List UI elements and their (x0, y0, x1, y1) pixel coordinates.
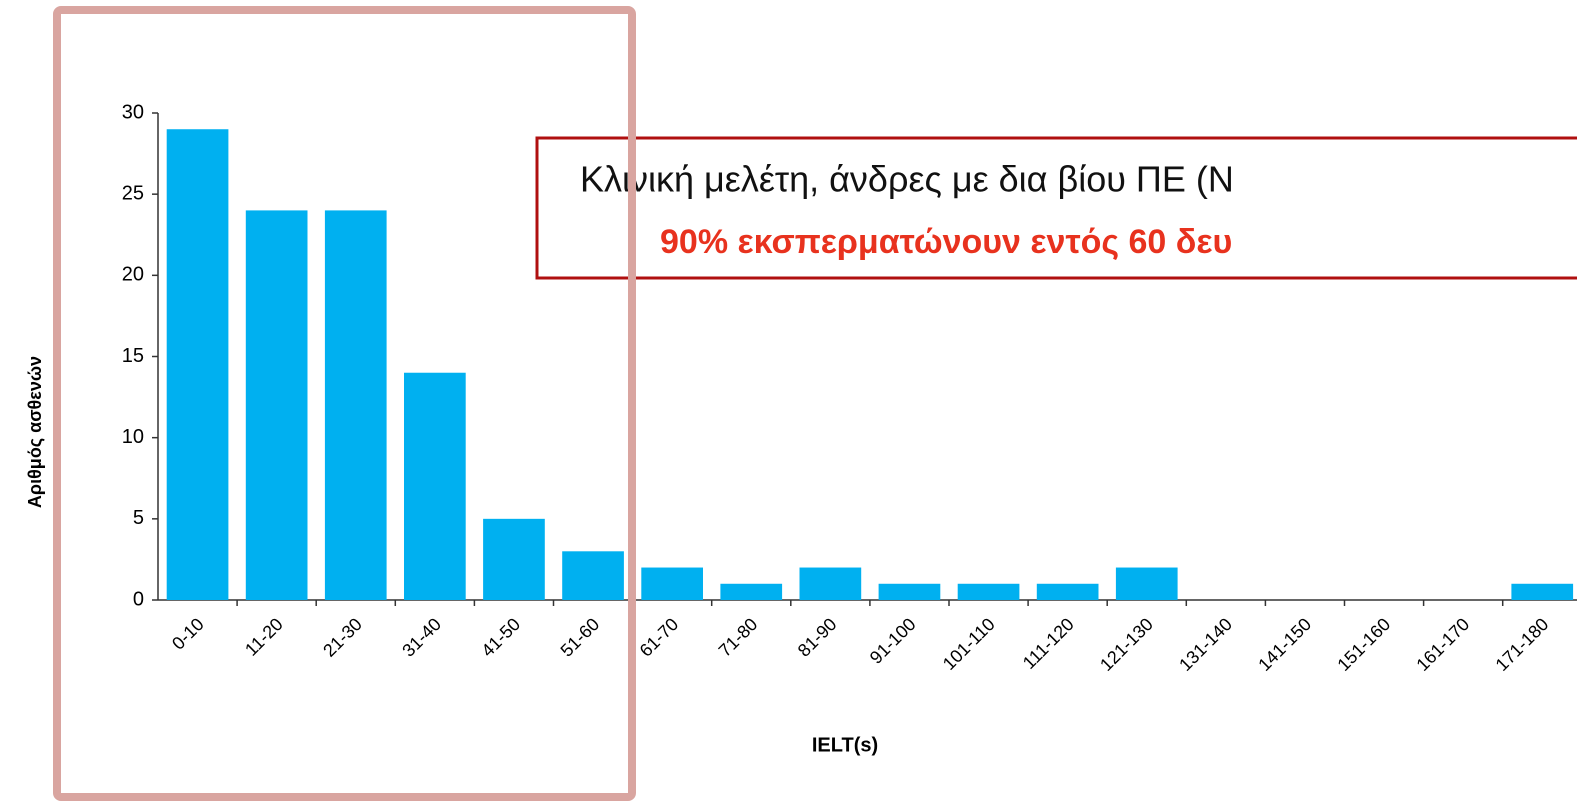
x-tick-label: 171-180 (1492, 614, 1553, 675)
x-tick-label: 81-90 (794, 614, 841, 661)
bar (404, 372, 466, 600)
x-tick-label: 51-60 (557, 614, 604, 661)
x-tick-label: 11-20 (241, 614, 287, 660)
highlight-frame (53, 6, 636, 801)
x-tick-label: 121-130 (1096, 614, 1157, 675)
bar (641, 567, 703, 600)
y-axis-label: Αριθμός ασθενών (25, 356, 45, 508)
y-tick-label: 30 (122, 101, 144, 123)
x-tick-label: 161-170 (1412, 614, 1473, 675)
bar (720, 583, 783, 600)
y-tick-label: 10 (122, 426, 144, 448)
bar (799, 567, 862, 600)
bar (562, 551, 624, 600)
x-tick-label: 0-10 (168, 614, 208, 654)
x-axis-label: IELT(s) (812, 734, 878, 756)
y-tick-label: 20 (122, 264, 144, 286)
x-tick-label: 41-50 (477, 614, 524, 661)
x-tick-label: 21-30 (319, 614, 366, 661)
bar (166, 129, 229, 600)
y-tick-label: 25 (122, 182, 144, 204)
x-tick-label: 131-140 (1175, 614, 1236, 675)
title-box (535, 136, 1577, 280)
bar (957, 583, 1020, 600)
bar (1511, 583, 1574, 600)
x-tick-label: 31-40 (398, 614, 445, 661)
x-tick-label: 101-110 (939, 614, 999, 674)
y-tick-label: 15 (122, 345, 144, 367)
bar (1115, 567, 1178, 600)
x-tick-label: 61-70 (636, 614, 683, 661)
bar (483, 518, 545, 600)
x-tick-label: 111-120 (1019, 614, 1078, 673)
x-tick-label: 91-100 (866, 614, 920, 668)
x-tick-label: 71-80 (715, 614, 762, 661)
x-tick-label: 151-160 (1333, 614, 1394, 675)
y-tick-label: 0 (133, 588, 144, 610)
bar (878, 583, 941, 600)
x-tick-label: 141-150 (1254, 614, 1315, 675)
y-tick-label: 5 (133, 507, 144, 529)
bar (324, 210, 387, 600)
chart-title: Κλινική μελέτη, άνδρες με δια βίου ΠΕ (Ν (580, 159, 1234, 200)
bar (245, 210, 308, 600)
bar (1036, 583, 1099, 600)
chart-subtitle: 90% εκσπερματώνουν εντός 60 δευ (660, 223, 1232, 261)
